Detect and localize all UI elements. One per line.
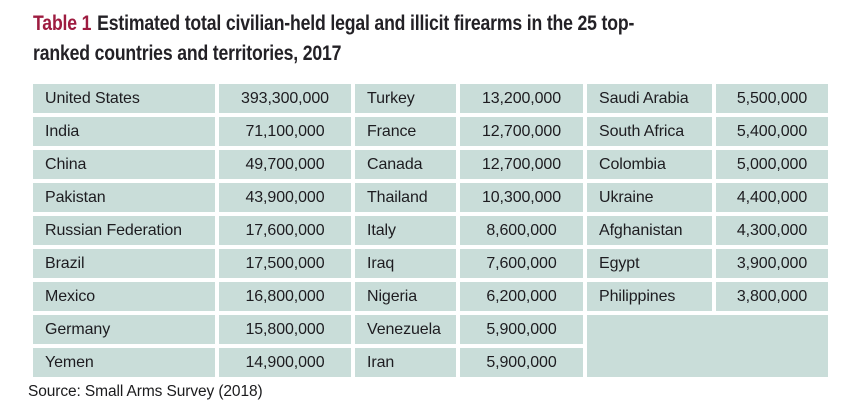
country-cell: Colombia — [587, 150, 712, 179]
country-cell: China — [33, 150, 215, 179]
value-cell: 16,800,000 — [219, 282, 351, 311]
value-cell: 15,800,000 — [219, 315, 351, 344]
country-cell: Turkey — [355, 84, 456, 113]
empty-cell — [587, 315, 828, 377]
country-cell: Philippines — [587, 282, 712, 311]
value-cell: 5,500,000 — [716, 84, 828, 113]
value-cell: 3,900,000 — [716, 249, 828, 278]
country-cell: Thailand — [355, 183, 456, 212]
title-line-1: Table 1 Estimated total civilian-held leg… — [33, 9, 634, 39]
value-cell: 6,200,000 — [460, 282, 583, 311]
value-cell: 5,900,000 — [460, 348, 583, 377]
value-cell: 5,900,000 — [460, 315, 583, 344]
country-cell: South Africa — [587, 117, 712, 146]
title-text-line2: ranked countries and territories, 2017 — [33, 42, 342, 65]
value-cell: 3,800,000 — [716, 282, 828, 311]
value-cell: 10,300,000 — [460, 183, 583, 212]
table-title: Table 1 Estimated total civilian-held leg… — [33, 9, 634, 69]
value-cell: 8,600,000 — [460, 216, 583, 245]
country-cell: Mexico — [33, 282, 215, 311]
value-cell: 393,300,000 — [219, 84, 351, 113]
value-cell: 49,700,000 — [219, 150, 351, 179]
country-cell: Yemen — [33, 348, 215, 377]
title-text-line1: Estimated total civilian-held legal and … — [97, 12, 635, 35]
value-cell: 4,400,000 — [716, 183, 828, 212]
value-cell: 17,500,000 — [219, 249, 351, 278]
country-cell: Russian Federation — [33, 216, 215, 245]
country-cell: Brazil — [33, 249, 215, 278]
country-cell: France — [355, 117, 456, 146]
country-cell: Ukraine — [587, 183, 712, 212]
country-cell: Canada — [355, 150, 456, 179]
country-cell: India — [33, 117, 215, 146]
country-cell: Germany — [33, 315, 215, 344]
title-line-2: ranked countries and territories, 2017 — [33, 39, 634, 69]
source-note: Source: Small Arms Survey (2018) — [28, 383, 263, 400]
value-cell: 13,200,000 — [460, 84, 583, 113]
country-cell: Pakistan — [33, 183, 215, 212]
value-cell: 12,700,000 — [460, 117, 583, 146]
country-cell: United States — [33, 84, 215, 113]
value-cell: 5,000,000 — [716, 150, 828, 179]
value-cell: 14,900,000 — [219, 348, 351, 377]
value-cell: 4,300,000 — [716, 216, 828, 245]
value-cell: 43,900,000 — [219, 183, 351, 212]
country-cell: Afghanistan — [587, 216, 712, 245]
country-cell: Venezuela — [355, 315, 456, 344]
firearms-table: United States 393,300,000 Turkey 13,200,… — [33, 84, 828, 377]
table-number-label: Table 1 — [33, 12, 92, 35]
country-cell: Egypt — [587, 249, 712, 278]
country-cell: Iraq — [355, 249, 456, 278]
value-cell: 5,400,000 — [716, 117, 828, 146]
value-cell: 71,100,000 — [219, 117, 351, 146]
country-cell: Iran — [355, 348, 456, 377]
value-cell: 7,600,000 — [460, 249, 583, 278]
country-cell: Saudi Arabia — [587, 84, 712, 113]
country-cell: Italy — [355, 216, 456, 245]
value-cell: 17,600,000 — [219, 216, 351, 245]
value-cell: 12,700,000 — [460, 150, 583, 179]
country-cell: Nigeria — [355, 282, 456, 311]
